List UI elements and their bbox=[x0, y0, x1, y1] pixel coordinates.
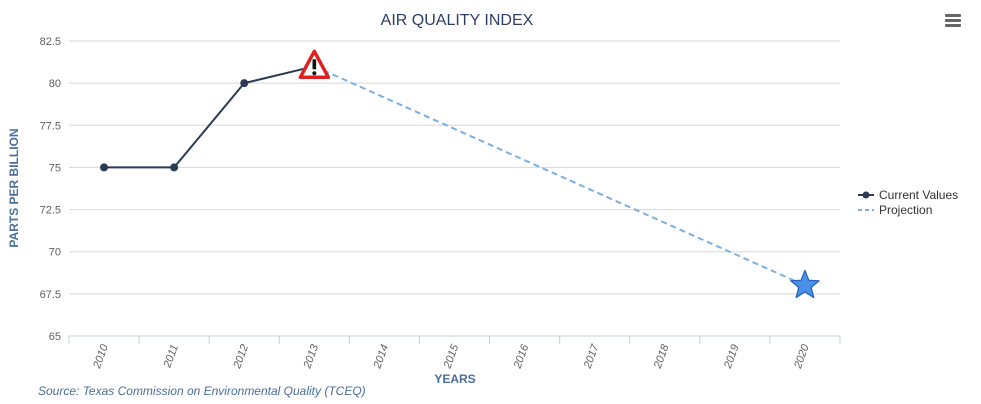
x-tick-label: 2016 bbox=[511, 342, 531, 371]
gridlines bbox=[69, 40, 840, 295]
x-tick-label: 2020 bbox=[792, 342, 812, 371]
legend-marker-0 bbox=[862, 191, 870, 199]
menu-button[interactable] bbox=[941, 10, 965, 32]
x-tick-label: 2014 bbox=[371, 343, 391, 371]
warning-dot bbox=[312, 71, 317, 76]
x-tick-label: 2010 bbox=[91, 342, 111, 371]
x-tick-label: 2018 bbox=[652, 342, 672, 371]
data-point-0-2 bbox=[240, 79, 249, 88]
y-tick-label: 82.5 bbox=[40, 36, 61, 48]
x-tick-label: 2012 bbox=[231, 343, 251, 371]
data-point-0-0 bbox=[100, 163, 109, 172]
source-note: Source: Texas Commission on Environmenta… bbox=[38, 384, 366, 398]
y-tick-label: 80 bbox=[49, 78, 61, 90]
x-tick-label: 2013 bbox=[301, 342, 321, 371]
chart-title: AIR QUALITY INDEX bbox=[381, 12, 534, 29]
y-tick-label: 72.5 bbox=[40, 205, 61, 217]
x-tick-label: 2019 bbox=[722, 343, 742, 371]
y-tick-label: 67.5 bbox=[40, 289, 61, 301]
data-point-0-1 bbox=[170, 163, 179, 172]
warning-bar bbox=[312, 59, 317, 70]
y-tick-label: 65 bbox=[49, 331, 61, 343]
legend-label-1: Projection bbox=[879, 203, 932, 217]
markers-layer bbox=[298, 49, 820, 299]
series-layer bbox=[100, 65, 806, 287]
star-shape bbox=[790, 269, 820, 299]
y-tick-label: 75 bbox=[49, 162, 61, 174]
y-tick-label: 77.5 bbox=[40, 120, 61, 132]
x-axis-ticks: 2010 2011 2012 2013 2014 2015 2016 2017 2018 2019… bbox=[68, 336, 841, 371]
y-axis-title: PARTS PER BILLION bbox=[7, 128, 21, 247]
x-tick-label: 2011 bbox=[161, 343, 181, 370]
legend-label-0: Current Values bbox=[879, 188, 958, 202]
x-tick-label: 2015 bbox=[441, 342, 461, 371]
star-icon bbox=[790, 269, 820, 299]
x-tick-label: 2017 bbox=[582, 342, 602, 371]
x-axis-title: YEARS bbox=[434, 372, 475, 386]
series-line-1 bbox=[313, 65, 806, 287]
y-tick-label: 70 bbox=[49, 247, 61, 259]
warning-icon bbox=[298, 49, 331, 80]
y-axis-ticks: 65 67.5 70 72.5 75 77.5 80 82.5 bbox=[40, 36, 61, 343]
series-line-0 bbox=[104, 65, 315, 169]
hamburger-menu-icon bbox=[945, 14, 961, 27]
